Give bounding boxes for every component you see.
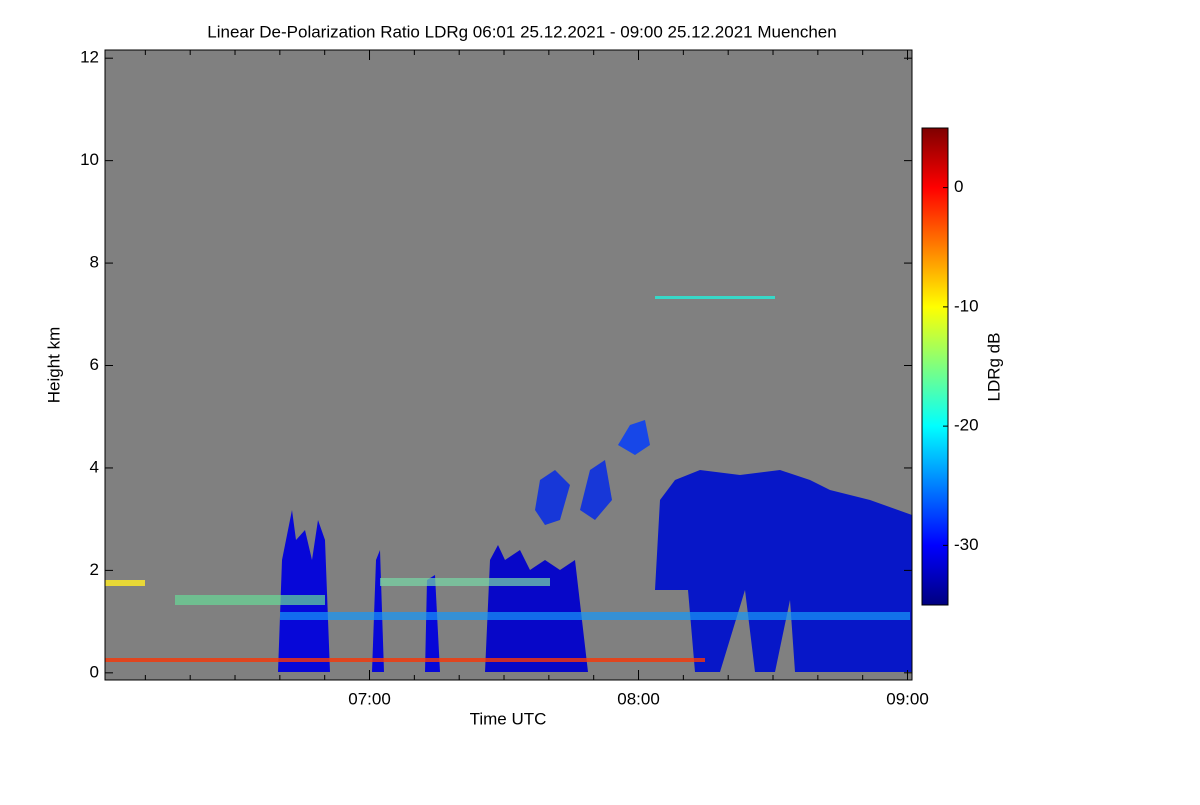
cloud-layer bbox=[105, 580, 145, 586]
x-tick-label: 08:00 bbox=[617, 689, 660, 708]
x-tick-label: 09:00 bbox=[886, 689, 929, 708]
colorbar-tick-label: -30 bbox=[954, 535, 979, 554]
cloud-layer bbox=[175, 595, 325, 605]
y-tick-label: 0 bbox=[90, 662, 99, 681]
plot-frame bbox=[104, 49, 913, 681]
cloud bbox=[535, 470, 570, 525]
y-tick-label: 4 bbox=[90, 457, 99, 476]
y-axis-label: Height km bbox=[44, 327, 63, 404]
cloud bbox=[655, 470, 912, 672]
cloud-layer bbox=[105, 658, 705, 662]
x-tick-label: 07:00 bbox=[348, 689, 391, 708]
cloud-layer bbox=[380, 578, 550, 586]
cloud bbox=[485, 545, 588, 672]
y-tick-label: 8 bbox=[90, 253, 99, 272]
x-axis-label: Time UTC bbox=[470, 709, 547, 728]
colorbar-tick-label: 0 bbox=[954, 177, 963, 196]
cloud-field bbox=[105, 296, 912, 672]
y-tick-label: 6 bbox=[90, 355, 99, 374]
y-tick-label: 2 bbox=[90, 560, 99, 579]
colorbar-tick-label: -10 bbox=[954, 296, 979, 315]
colorbar-tick-label: -20 bbox=[954, 416, 979, 435]
colorbar bbox=[921, 127, 949, 606]
cloud bbox=[278, 510, 330, 672]
colorbar-label: LDRg dB bbox=[984, 333, 1003, 402]
cloud-layer bbox=[655, 296, 775, 299]
cloud-layer bbox=[280, 612, 910, 620]
cloud bbox=[580, 460, 612, 520]
chart-title: Linear De-Polarization Ratio LDRg 06:01 … bbox=[207, 22, 836, 41]
cloud bbox=[425, 575, 440, 672]
y-tick-label: 12 bbox=[80, 48, 99, 67]
cloud bbox=[618, 420, 650, 455]
y-tick-label: 10 bbox=[80, 150, 99, 169]
